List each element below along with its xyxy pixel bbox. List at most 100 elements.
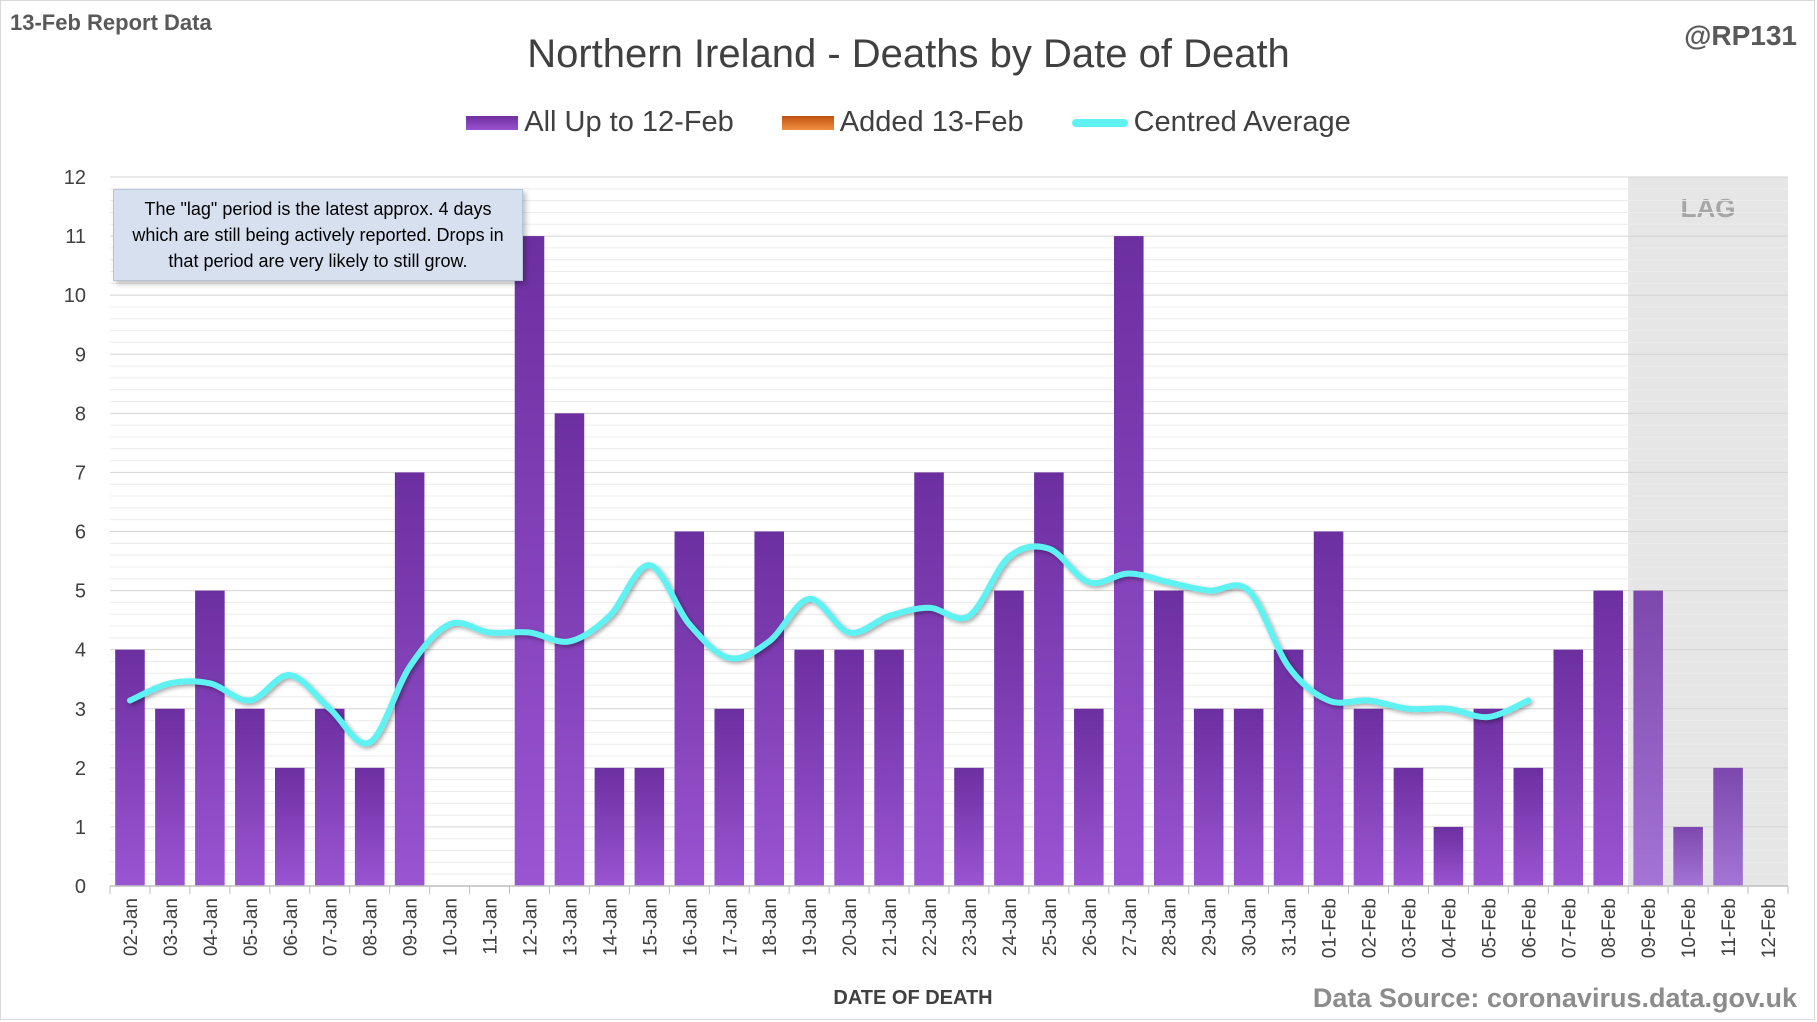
bar	[1593, 590, 1623, 886]
author-handle: @RP131	[1684, 20, 1797, 51]
x-tick-label: 20-Jan	[840, 898, 861, 956]
x-tick-label: 05-Jan	[241, 898, 262, 956]
x-tick-label: 10-Jan	[441, 898, 462, 956]
bar	[314, 708, 345, 886]
bar	[994, 590, 1024, 886]
bar	[514, 236, 545, 887]
y-tick-label: 5	[75, 581, 86, 603]
x-tick-label: 04-Jan	[201, 898, 222, 956]
bar	[1673, 826, 1703, 886]
bar	[1393, 767, 1424, 886]
x-tick-label: 23-Jan	[960, 898, 981, 956]
report-date-label: 13-Feb Report Data	[10, 10, 212, 35]
bar	[195, 590, 225, 886]
x-tick-label: 31-Jan	[1280, 898, 1301, 956]
bar	[1074, 708, 1104, 886]
bar	[714, 708, 745, 886]
x-tick-label: 03-Jan	[161, 898, 182, 956]
x-tick-label: 12-Jan	[521, 898, 542, 956]
bar	[1473, 708, 1504, 886]
x-tick-label: 26-Jan	[1080, 898, 1101, 956]
x-tick-label: 11-Jan	[481, 898, 502, 955]
x-tick-label: 16-Jan	[680, 898, 701, 956]
bar	[1233, 708, 1264, 886]
y-tick-label: 8	[75, 403, 86, 425]
legend-label-average: Centred Average	[1133, 106, 1351, 138]
x-tick-label: 02-Feb	[1360, 898, 1381, 958]
bar	[1353, 708, 1384, 886]
x-tick-label: 24-Jan	[1000, 898, 1021, 956]
x-tick-label: 10-Feb	[1679, 898, 1700, 958]
bar	[275, 767, 305, 886]
bar	[1513, 767, 1544, 886]
legend-swatch-average	[1071, 118, 1128, 127]
x-tick-label: 11-Feb	[1719, 898, 1740, 957]
bar	[554, 413, 585, 886]
bar	[1193, 708, 1224, 886]
bar	[1114, 236, 1144, 887]
x-tick-label: 01-Feb	[1320, 898, 1341, 958]
x-tick-label: 06-Feb	[1519, 898, 1540, 958]
x-tick-label: 03-Feb	[1399, 898, 1420, 958]
y-tick-label: 9	[75, 344, 86, 366]
chart-legend: All Up to 12-Feb Added 13-Feb Centred Av…	[0, 106, 1817, 139]
bar	[834, 649, 864, 886]
bar	[674, 531, 705, 886]
x-tick-label: 27-Jan	[1120, 898, 1141, 956]
legend-item-average: Centred Average	[1071, 106, 1351, 139]
legend-swatch-added	[781, 115, 834, 130]
bar	[394, 472, 425, 886]
y-tick-label: 0	[75, 876, 86, 898]
bar	[1633, 590, 1663, 886]
y-tick-label: 6	[75, 522, 86, 544]
x-tick-label: 17-Jan	[720, 898, 741, 956]
y-tick-label: 12	[64, 167, 86, 189]
x-tick-label: 02-Jan	[121, 898, 142, 956]
x-tick-label: 06-Jan	[281, 898, 302, 956]
x-tick-label: 15-Jan	[640, 898, 661, 956]
x-tick-label: 30-Jan	[1240, 898, 1261, 956]
x-tick-label: 22-Jan	[920, 898, 941, 956]
bar	[634, 767, 665, 886]
legend-label-all: All Up to 12-Feb	[524, 106, 734, 138]
y-tick-label: 11	[65, 226, 86, 248]
y-tick-label: 10	[64, 285, 86, 307]
x-tick-label: 07-Jan	[321, 898, 342, 956]
bar	[1153, 590, 1184, 886]
bar	[794, 649, 824, 886]
bar	[115, 649, 145, 886]
x-tick-label: 12-Feb	[1759, 898, 1780, 958]
y-tick-label: 7	[75, 462, 86, 484]
x-tick-label: 29-Jan	[1200, 898, 1221, 956]
bar	[1273, 649, 1304, 886]
x-tick-label: 05-Feb	[1479, 898, 1500, 958]
data-source: Data Source: coronavirus.data.gov.uk	[1312, 983, 1797, 1013]
legend-item-added: Added 13-Feb	[781, 106, 1024, 139]
x-tick-label: 07-Feb	[1559, 898, 1580, 958]
x-tick-label: 14-Jan	[600, 898, 621, 956]
chart-title: Northern Ireland - Deaths by Date of Dea…	[527, 32, 1290, 76]
legend-label-added: Added 13-Feb	[839, 106, 1024, 138]
bar	[874, 649, 904, 886]
bar	[155, 708, 185, 886]
x-axis-title: DATE OF DEATH	[833, 987, 992, 1009]
bar	[1553, 649, 1584, 886]
bar	[1713, 767, 1743, 886]
x-tick-label: 08-Jan	[361, 898, 382, 956]
bar	[594, 767, 625, 886]
x-tick-label: 08-Feb	[1599, 898, 1620, 958]
legend-swatch-all	[466, 115, 519, 130]
y-tick-label: 4	[75, 640, 86, 662]
centred-average-line	[126, 543, 1532, 747]
x-tick-label: 28-Jan	[1160, 898, 1181, 956]
x-tick-label: 13-Jan	[560, 898, 581, 956]
bar	[354, 767, 385, 886]
bar	[1313, 531, 1344, 886]
bar	[954, 767, 984, 886]
y-tick-label: 3	[75, 699, 86, 721]
bar	[754, 531, 784, 886]
bar	[1034, 472, 1064, 886]
lag-label: LAG	[1681, 193, 1736, 223]
